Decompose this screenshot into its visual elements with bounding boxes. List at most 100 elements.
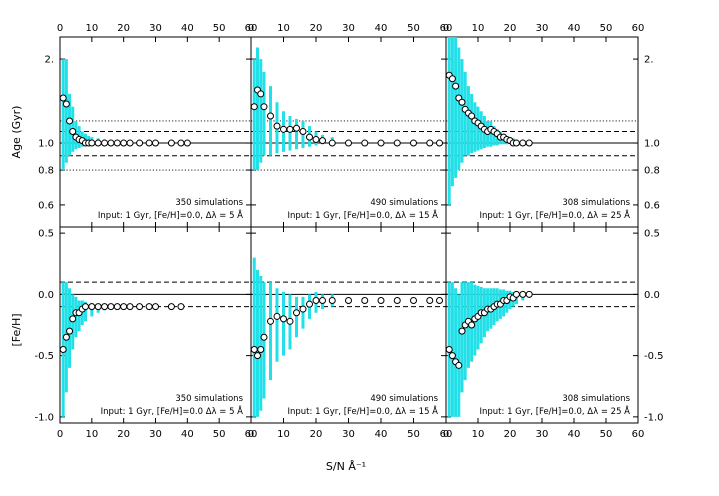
- data-point: [120, 139, 128, 147]
- data-point: [525, 290, 533, 298]
- bottom-x-tick-label: 60: [440, 429, 453, 440]
- data-point: [136, 303, 144, 311]
- feh-panel-1: -1.0 -0.5 0.0 0.5 0 10 20 30 40 50 60 350 simulatio…: [34, 226, 258, 440]
- data-point: [512, 139, 520, 147]
- y-tick-label: 2.: [644, 55, 654, 66]
- data-point: [66, 327, 74, 335]
- feh-panel-3: -1.0 -0.5 0.0 0.5 0 10 20 30 40 50 60 308 simulatio…: [443, 226, 664, 440]
- data-point: [312, 297, 320, 304]
- axis-labels-group: Age (Gyr) [Fe/H] S/N Å⁻¹: [10, 106, 366, 473]
- data-point: [458, 98, 466, 106]
- data-point: [94, 303, 102, 311]
- data-point: [328, 139, 336, 147]
- data-point: [410, 297, 417, 304]
- data-point: [107, 139, 115, 147]
- data-point: [319, 137, 326, 145]
- data-point: [69, 127, 77, 135]
- data-point: [250, 103, 258, 111]
- y-tick-label: 0.5: [38, 229, 54, 240]
- data-point: [94, 139, 102, 147]
- data-point: [445, 346, 453, 353]
- data-point: [113, 139, 121, 147]
- data-point: [126, 139, 134, 147]
- bottom-x-tick-label: 10: [277, 429, 290, 440]
- data-point: [286, 317, 294, 325]
- data-point: [152, 139, 159, 147]
- y-tick-label: -0.5: [644, 351, 664, 362]
- data-point: [455, 361, 463, 369]
- data-point: [62, 333, 70, 341]
- top-x-tick-label: 60: [632, 23, 645, 34]
- y-tick-label: 0.6: [38, 200, 54, 211]
- data-point: [299, 305, 307, 313]
- data-point: [293, 124, 300, 132]
- input-parameters-label: Input: 1 Gyr, [Fe/H]=0.0, Δλ = 15 Å: [288, 405, 439, 417]
- bottom-x-tick-label: 10: [85, 429, 98, 440]
- y-tick-label: 0.0: [38, 290, 54, 301]
- bottom-x-tick-label: 20: [504, 429, 517, 440]
- top-x-tick-label: 30: [149, 23, 162, 34]
- data-point: [62, 100, 70, 108]
- data-point: [426, 297, 434, 304]
- data-point: [167, 139, 175, 147]
- data-point: [257, 90, 265, 98]
- data-point: [280, 315, 287, 323]
- bottom-x-tick-label: 60: [632, 429, 645, 440]
- data-point: [145, 303, 153, 311]
- simulation-count-label: 308 simulations: [562, 198, 630, 208]
- input-parameters-label: Input: 1 Gyr, [Fe/H]=0.0, Δλ = 15 Å: [288, 209, 439, 221]
- data-point: [250, 346, 258, 353]
- data-point: [328, 297, 336, 304]
- data-point: [81, 303, 89, 311]
- top-x-tick-label: 10: [472, 23, 485, 34]
- data-point: [107, 303, 115, 311]
- data-point: [299, 127, 307, 135]
- top-x-tick-label: 50: [213, 23, 226, 34]
- data-point: [345, 297, 352, 304]
- top-x-tick-label: 50: [600, 23, 613, 34]
- data-point: [306, 133, 313, 141]
- top-x-tick-label: 0: [57, 23, 63, 34]
- panels-group: 0.6 0.8 1.0 2. 0 10 20 30 40 50 60 350 simulations I…: [34, 23, 663, 440]
- data-point: [377, 139, 385, 147]
- bottom-x-tick-label: 60: [245, 429, 258, 440]
- data-point: [293, 309, 300, 317]
- bottom-x-tick-label: 20: [310, 429, 323, 440]
- top-x-tick-label: 20: [310, 23, 323, 34]
- age-ylabel: Age (Gyr): [10, 106, 23, 159]
- bottom-x-tick-label: 40: [181, 429, 194, 440]
- data-point: [88, 303, 96, 311]
- y-tick-label: 0.6: [644, 200, 660, 211]
- y-tick-label: 1.0: [644, 139, 660, 150]
- data-point: [280, 125, 287, 133]
- data-point: [120, 303, 128, 311]
- data-point: [468, 321, 476, 329]
- data-point: [267, 317, 274, 325]
- bottom-x-tick-label: 40: [375, 429, 388, 440]
- y-tick-label: 0.0: [644, 290, 660, 301]
- data-point: [59, 346, 67, 353]
- data-point: [145, 139, 153, 147]
- data-point: [152, 303, 159, 311]
- data-point: [452, 82, 460, 90]
- y-tick-label: 2.: [44, 55, 54, 66]
- y-tick-label: 1.0: [38, 139, 54, 150]
- top-x-tick-label: 50: [407, 23, 420, 34]
- top-x-tick-label: 10: [85, 23, 98, 34]
- data-point: [525, 139, 533, 147]
- data-point: [312, 135, 320, 143]
- data-point: [426, 139, 434, 147]
- y-tick-label: 0.8: [38, 166, 54, 177]
- data-point: [101, 139, 109, 147]
- data-point: [101, 303, 109, 311]
- data-point: [361, 139, 369, 147]
- simulation-count-label: 350 simulations: [175, 198, 243, 208]
- top-x-tick-label: 20: [504, 23, 517, 34]
- simulation-count-label: 308 simulations: [562, 394, 630, 404]
- xlabel: S/N Å⁻¹: [326, 460, 366, 473]
- data-point: [69, 315, 77, 323]
- age-panel-3: 0.6 0.8 1.0 2. 0 10 20 30 40 50 60 308 simulationsI…: [443, 23, 660, 228]
- top-x-tick-label: 40: [181, 23, 194, 34]
